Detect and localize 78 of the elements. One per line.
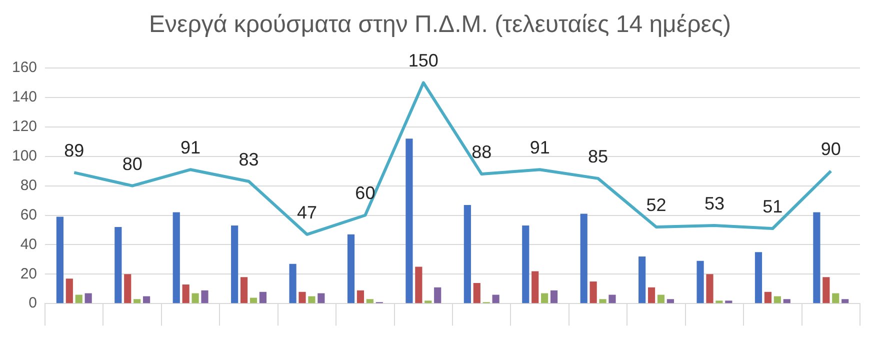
y-tick-label: 140 (12, 88, 38, 106)
bar (706, 274, 714, 304)
bar (406, 138, 413, 304)
bar (250, 298, 258, 304)
bar (638, 256, 646, 304)
bar (783, 299, 790, 304)
bar (434, 287, 442, 304)
bar (550, 290, 558, 304)
y-tick-label: 20 (20, 265, 38, 282)
bar (231, 226, 238, 304)
bar (318, 293, 325, 304)
data-label: 89 (64, 140, 84, 161)
bar (192, 293, 199, 304)
bar (66, 278, 73, 304)
bar (172, 212, 180, 304)
bar (289, 264, 296, 304)
chart-title: Ενεργά κρούσματα στην Π.Δ.Μ. (τελευταίες 14 ημέρες) (148, 10, 732, 40)
data-label: 51 (762, 196, 783, 216)
bar (580, 214, 588, 304)
data-label: 53 (704, 194, 724, 214)
y-tick-label: 80 (20, 176, 38, 194)
data-label: 47 (296, 202, 317, 222)
bar (473, 282, 480, 304)
data-label: 150 (408, 50, 438, 71)
data-label: 60 (355, 183, 376, 204)
y-tick-label: 60 (20, 206, 38, 224)
y-tick-label: 120 (12, 118, 38, 136)
data-label: 91 (180, 138, 201, 158)
y-tick-label: 0 (28, 294, 38, 312)
bar (822, 277, 830, 304)
bar (754, 252, 762, 304)
bar (764, 292, 772, 304)
data-label: 88 (472, 142, 492, 162)
y-tick-label: 100 (12, 147, 38, 164)
bar (124, 274, 132, 304)
bar (134, 299, 141, 304)
bar (774, 296, 781, 304)
bar (648, 287, 656, 304)
bar (716, 300, 723, 304)
bar (240, 277, 248, 304)
bar (813, 212, 820, 304)
data-label: 90 (820, 139, 841, 160)
bar (492, 294, 500, 304)
bar (522, 226, 530, 304)
bar (201, 290, 208, 304)
data-label: 83 (238, 149, 259, 170)
bar (56, 216, 64, 304)
bar (75, 294, 82, 304)
bar (298, 292, 306, 304)
bar (666, 299, 674, 304)
data-label: 85 (588, 146, 608, 166)
bar (424, 300, 432, 304)
y-tick-label: 160 (12, 59, 38, 76)
bar (725, 300, 732, 304)
data-label: 80 (122, 154, 142, 174)
bar (308, 296, 316, 304)
bar (347, 234, 355, 304)
bar (832, 293, 840, 304)
bar (142, 296, 150, 304)
bar (842, 299, 849, 304)
bar (590, 282, 597, 304)
bar (84, 293, 92, 304)
bar (356, 290, 364, 304)
data-label: 91 (530, 138, 550, 158)
bar (696, 260, 704, 304)
bar (259, 292, 267, 304)
data-label: 52 (646, 195, 666, 215)
bar (541, 293, 548, 304)
y-tick-label: 40 (20, 236, 38, 253)
bar (464, 204, 471, 304)
bar (366, 299, 374, 304)
bar (114, 227, 122, 304)
bar (657, 294, 665, 304)
bar (532, 271, 539, 304)
bar (599, 299, 606, 304)
bar (608, 294, 616, 304)
bar (415, 266, 422, 304)
bar (182, 284, 190, 304)
